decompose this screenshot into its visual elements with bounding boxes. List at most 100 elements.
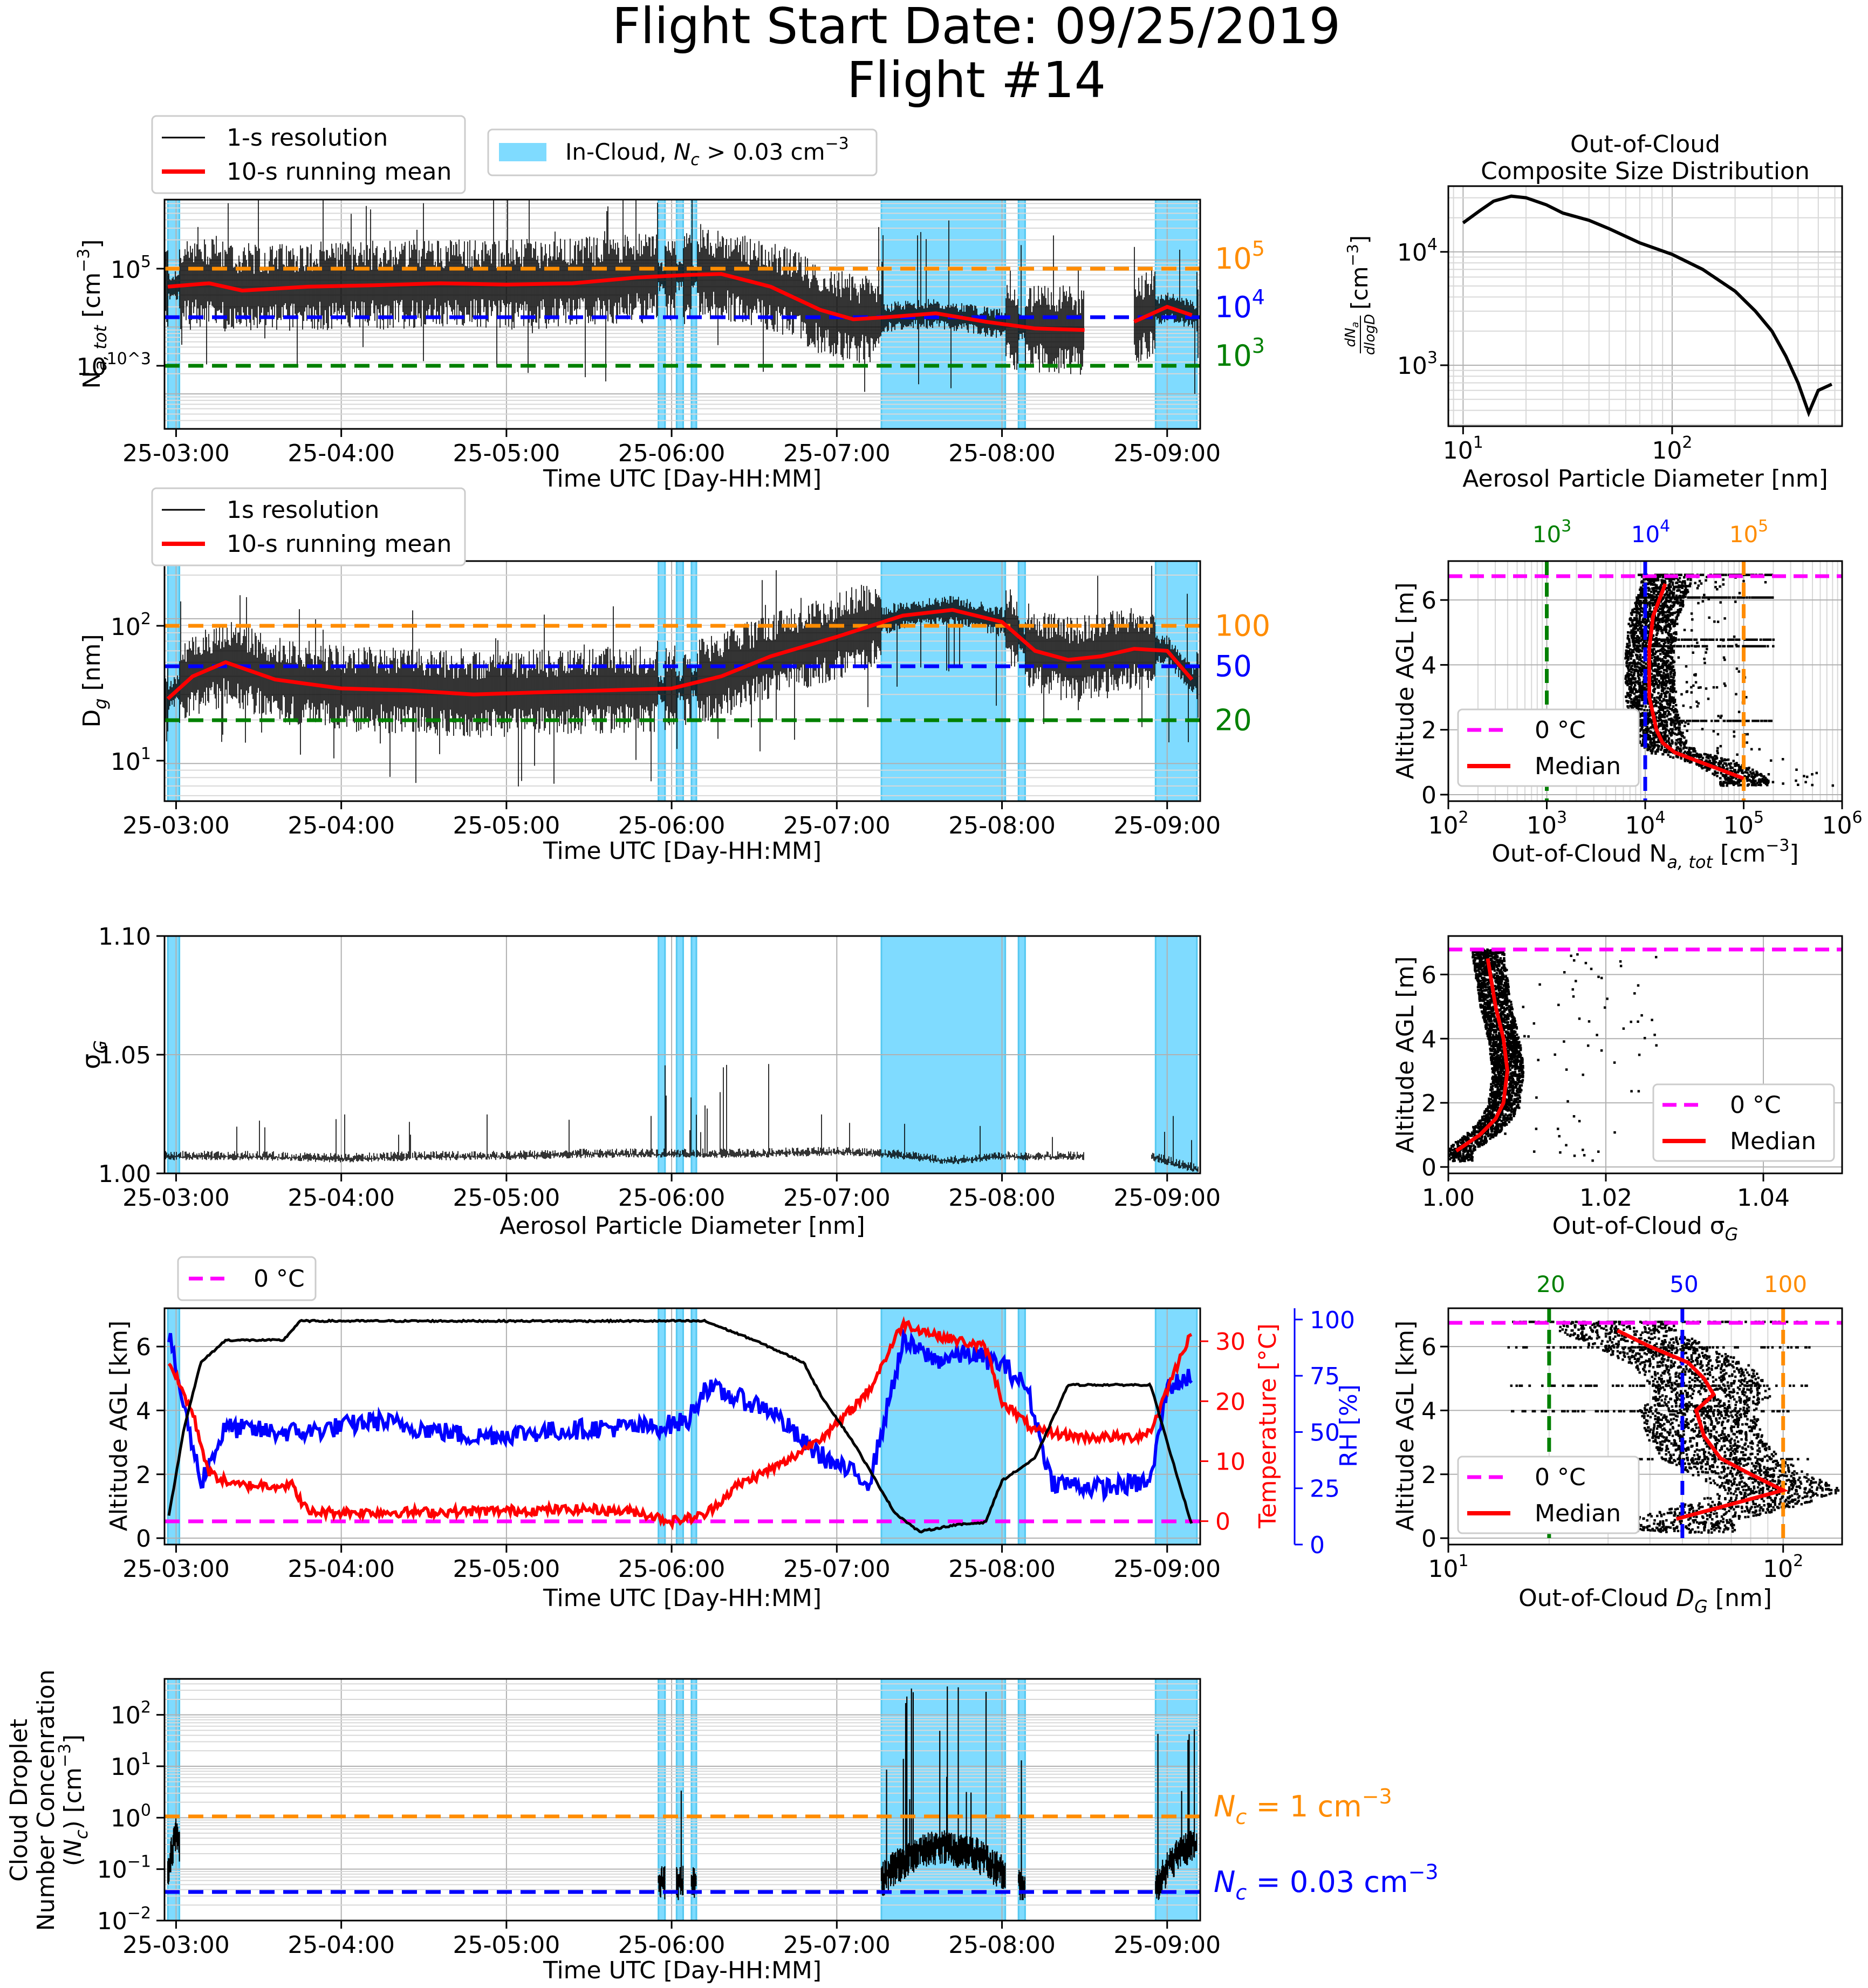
nc-xtick-label: 25-04:00 bbox=[288, 1931, 395, 1959]
prof-sg-panel: 1.00 1.02 1.04 0 2 4 6 Altitude AGL [m] Out-of… bbox=[1392, 935, 1843, 1245]
na-xtick-label: 25-09:00 bbox=[1113, 440, 1221, 467]
prof-na-legend-median: Median bbox=[1535, 753, 1621, 780]
prof-dg-panel: 101 102 0 2 4 6 20 50 100 Altitude AGL [km] O… bbox=[1392, 1271, 1843, 1617]
nc-ytick-label: 101 bbox=[111, 1750, 151, 1781]
prof-na-xlabel: Out-of-Cloud Na, tot [cm−3] bbox=[1491, 836, 1798, 872]
alt-temperature-line bbox=[167, 1316, 1193, 1531]
na-cloud-band-1 bbox=[658, 200, 665, 429]
sg-trace bbox=[165, 1064, 1199, 1172]
profile-ytick-label: 2 bbox=[1421, 1461, 1436, 1489]
prof-na-top-label-100000: 105 bbox=[1729, 517, 1769, 548]
alt-ytick-label: 4 bbox=[136, 1397, 151, 1425]
dg-legend-1s: 1s resolution bbox=[227, 496, 379, 524]
alt-temp-tick-label: 20 bbox=[1215, 1388, 1246, 1416]
na-x-ticks: 25-03:00 25-04:00 25-05:00 25-06:00 25-07:00… bbox=[122, 429, 1221, 467]
na-ref-label-10000: 104 bbox=[1215, 285, 1265, 324]
prof-dg-legend-median: Median bbox=[1535, 1500, 1621, 1527]
dg-xtick-label: 25-03:00 bbox=[122, 812, 230, 839]
nc-xtick-label: 25-06:00 bbox=[618, 1931, 726, 1959]
na-axes-frame bbox=[163, 199, 1201, 430]
alt-rh-tick-label: 25 bbox=[1310, 1475, 1340, 1503]
prof-na-panel: 102 103 104 105 106 0 2 4 6 103 104 105 Altitude… bbox=[1392, 517, 1863, 872]
alt-xtick-label: 25-06:00 bbox=[618, 1555, 726, 1583]
dg-legend: 1s resolution 10-s running mean bbox=[151, 487, 466, 566]
prof-dg-top-label-20: 20 bbox=[1536, 1271, 1565, 1297]
prof-dg-axes-frame bbox=[1447, 1307, 1843, 1546]
sg-xtick-label: 25-08:00 bbox=[948, 1184, 1056, 1212]
nc-ytick-label: 10−2 bbox=[97, 1904, 151, 1935]
sg-xtick-label: 25-04:00 bbox=[288, 1184, 395, 1212]
alt-panel: 25-03:00 25-04:00 25-05:00 25-06:00 25-07:00… bbox=[105, 1256, 1363, 1612]
nc-x-ticks: 25-03:00 25-04:00 25-05:00 25-06:00 25-07:00… bbox=[122, 1921, 1221, 1959]
na-xtick-label: 25-04:00 bbox=[288, 440, 395, 467]
alt-temp-ticks: 0 10 20 30 bbox=[1200, 1328, 1246, 1536]
alt-legend: 0 °C bbox=[177, 1256, 317, 1301]
prof-na-xtick-label: 106 bbox=[1822, 808, 1862, 839]
dg-xtick-label: 25-05:00 bbox=[453, 812, 560, 839]
prof-dg-xlabel: Out-of-Cloud DG [nm] bbox=[1518, 1584, 1772, 1617]
nc-panel: 25-03:00 25-04:00 25-05:00 25-06:00 25-07:00… bbox=[5, 1670, 1439, 1984]
sg-y-ticks: 1.00 1.05 1.10 bbox=[98, 923, 165, 1188]
alt-xlabel: Time UTC [Day-HH:MM] bbox=[543, 1584, 822, 1612]
na-xtick-label: 25-05:00 bbox=[453, 440, 560, 467]
psd-xlabel: Aerosol Particle Diameter [nm] bbox=[1462, 465, 1828, 493]
dg-ref-label-20: 20 bbox=[1215, 703, 1252, 737]
psd-title-line-2: Composite Size Distribution bbox=[1481, 158, 1810, 185]
alt-xtick-label: 25-05:00 bbox=[453, 1555, 560, 1583]
dg-xtick-label: 25-08:00 bbox=[948, 812, 1056, 839]
prof-na-xtick-label: 102 bbox=[1428, 808, 1468, 839]
na-legend-1s: 1-s resolution bbox=[227, 124, 388, 152]
nc-cloud-band-1 bbox=[658, 1679, 665, 1921]
dg-ref-label-50: 50 bbox=[1215, 650, 1252, 684]
prof-sg-xlabel: Out-of-Cloud σG bbox=[1552, 1212, 1739, 1245]
psd-ytick-label: 103 bbox=[1397, 349, 1438, 380]
alt-xtick-label: 25-08:00 bbox=[948, 1555, 1056, 1583]
dg-cloud-band-6 bbox=[1155, 561, 1197, 801]
alt-rh-tick-label: 100 bbox=[1310, 1307, 1355, 1334]
prof-dg-xtick-label: 101 bbox=[1428, 1552, 1468, 1583]
prof-na-xtick-label: 103 bbox=[1527, 808, 1567, 839]
prof-dg-top-label-100: 100 bbox=[1764, 1271, 1807, 1297]
prof-dg-top-label-50: 50 bbox=[1669, 1271, 1698, 1297]
sg-xtick-label: 25-06:00 bbox=[618, 1184, 726, 1212]
profile-ytick-label: 6 bbox=[1421, 1334, 1436, 1361]
nc-axes-frame bbox=[163, 1678, 1201, 1922]
prof-dg-xtick-label: 102 bbox=[1763, 1552, 1803, 1583]
nc-ref-label-003: Nc = 0.03 cm−3 bbox=[1214, 1860, 1439, 1904]
prof-sg-legend: 0 °C Median bbox=[1652, 1083, 1835, 1162]
na-cloud-legend: In-Cloud, Nc > 0.03 cm−3 bbox=[487, 128, 878, 176]
nc-ytick-label: 100 bbox=[111, 1801, 151, 1832]
prof-sg-median-line bbox=[1455, 958, 1510, 1153]
prof-sg-legend-freezing: 0 °C bbox=[1730, 1091, 1781, 1119]
svg-text:dlogD: dlogD bbox=[1362, 314, 1378, 355]
dg-cloud-band-4 bbox=[881, 561, 1005, 801]
nc-grid bbox=[165, 1678, 1200, 1921]
na-xlabel: Time UTC [Day-HH:MM] bbox=[543, 465, 822, 493]
alt-legend-freezing: 0 °C bbox=[254, 1265, 305, 1293]
title-line-1: Flight Start Date: 09/25/2019 bbox=[612, 0, 1340, 55]
sg-xtick-label: 25-03:00 bbox=[122, 1184, 230, 1212]
sg-noise-path bbox=[165, 1064, 1199, 1172]
prof-sg-xtick-label: 1.02 bbox=[1579, 1184, 1632, 1212]
prof-sg-ticks: 1.00 1.02 1.04 0 2 4 6 bbox=[1421, 961, 1790, 1212]
alt-rh-tick-label: 75 bbox=[1310, 1363, 1340, 1390]
dg-x-ticks: 25-03:00 25-04:00 25-05:00 25-06:00 25-07:00… bbox=[122, 801, 1221, 839]
psd-xtick-label: 101 bbox=[1443, 433, 1483, 464]
na-ref-label-1000: 103 bbox=[1215, 334, 1265, 373]
dg-legend-mean: 10-s running mean bbox=[227, 530, 451, 558]
dg-cloud-band-5 bbox=[1018, 561, 1025, 801]
dg-panel: 25-03:00 25-04:00 25-05:00 25-06:00 25-07:00… bbox=[78, 487, 1270, 865]
alt-xtick-label: 25-07:00 bbox=[783, 1555, 891, 1583]
dg-axes-frame bbox=[163, 560, 1201, 802]
psd-title-line-1: Out-of-Cloud bbox=[1570, 131, 1720, 158]
na-ytick-100000: 105 bbox=[111, 252, 151, 284]
na-legend-mean: 10-s running mean bbox=[227, 158, 451, 186]
nc-xtick-label: 25-07:00 bbox=[783, 1931, 891, 1959]
sg-ytick-label: 1.10 bbox=[98, 923, 151, 951]
psd-ylabel: dNa dlogD [cm−3] bbox=[1343, 235, 1378, 355]
dg-ref-label-100: 100 bbox=[1215, 609, 1270, 643]
nc-ytick-label: 102 bbox=[111, 1698, 151, 1730]
alt-ytick-label: 6 bbox=[136, 1334, 151, 1361]
profile-ytick-label: 0 bbox=[1421, 1154, 1436, 1181]
